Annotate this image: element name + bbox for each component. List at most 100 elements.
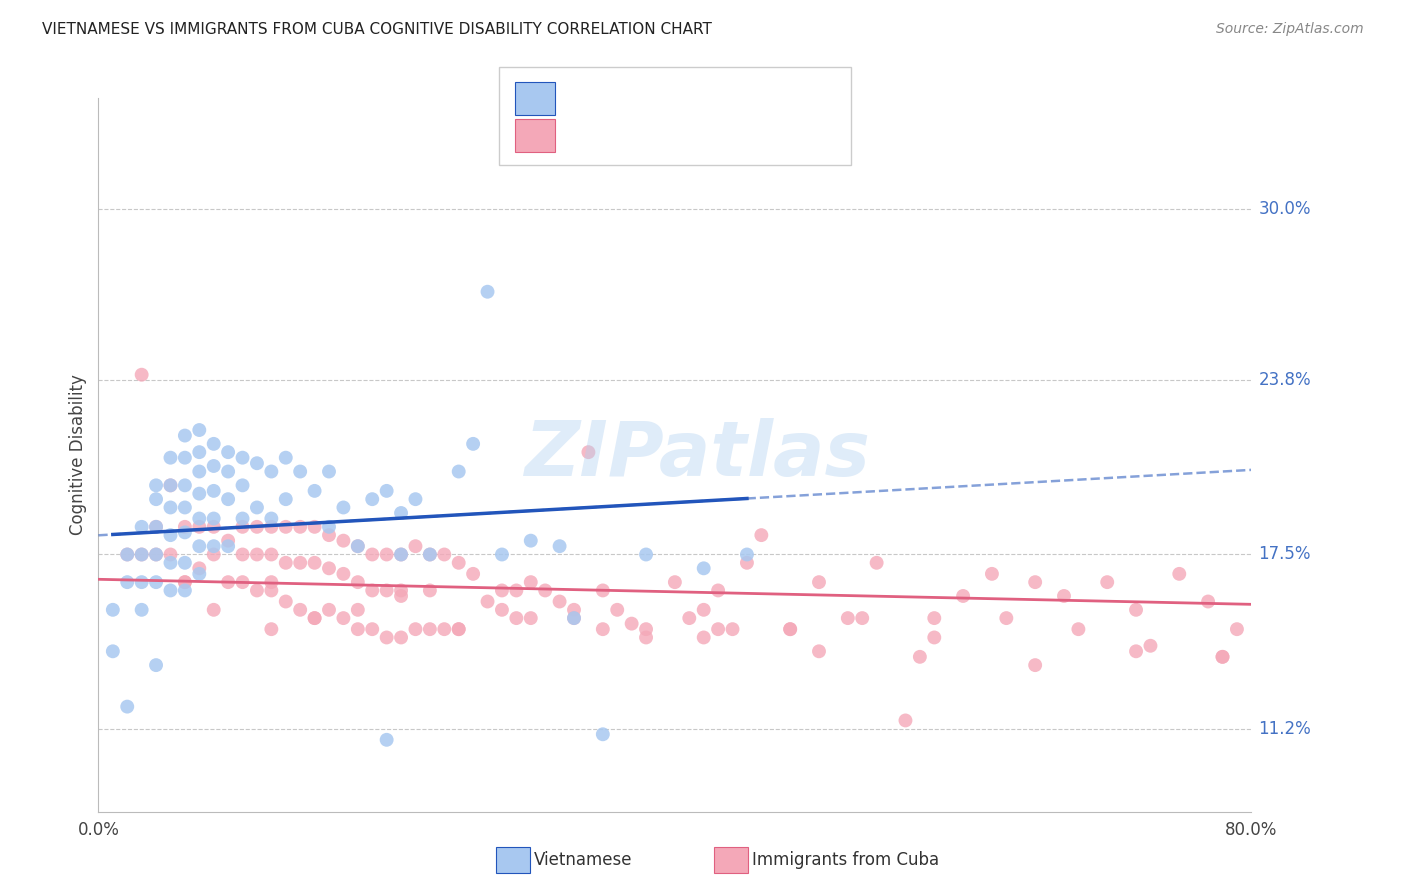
Text: Immigrants from Cuba: Immigrants from Cuba — [752, 851, 939, 869]
Point — [908, 649, 931, 664]
Point — [246, 583, 269, 598]
Point — [1226, 622, 1249, 636]
Point — [405, 622, 427, 636]
Point — [520, 533, 543, 548]
Point — [1139, 639, 1161, 653]
Point — [389, 631, 412, 645]
Point — [636, 631, 658, 645]
Point — [375, 483, 398, 498]
Point — [447, 622, 470, 636]
Point — [837, 611, 859, 625]
Point — [174, 556, 197, 570]
Point — [188, 486, 211, 500]
Point — [389, 583, 412, 598]
Point — [491, 548, 513, 562]
Point — [1125, 603, 1147, 617]
Point — [202, 548, 225, 562]
Point — [217, 533, 239, 548]
Point — [101, 644, 124, 658]
Point — [361, 583, 384, 598]
Point — [707, 622, 730, 636]
Point — [274, 492, 297, 507]
Point — [346, 539, 368, 553]
Point — [260, 583, 283, 598]
Point — [174, 575, 197, 590]
Point — [290, 556, 312, 570]
Point — [217, 575, 239, 590]
Point — [894, 714, 917, 728]
Point — [447, 465, 470, 479]
Point — [461, 566, 484, 581]
Point — [159, 450, 181, 465]
Point — [389, 548, 412, 562]
Point — [1024, 575, 1046, 590]
Point — [375, 583, 398, 598]
Point — [202, 603, 225, 617]
Point — [174, 575, 197, 590]
Point — [807, 575, 830, 590]
Point — [145, 492, 167, 507]
Point — [375, 732, 398, 747]
Point — [231, 450, 254, 465]
Point — [1053, 589, 1076, 603]
Point — [202, 520, 225, 534]
Point — [405, 539, 427, 553]
Point — [274, 450, 297, 465]
Point — [159, 548, 181, 562]
Point — [534, 583, 557, 598]
Point — [751, 528, 773, 542]
Point — [952, 589, 974, 603]
Point — [174, 478, 197, 492]
Point — [346, 575, 368, 590]
Point — [274, 556, 297, 570]
Point — [447, 556, 470, 570]
Point — [304, 611, 326, 625]
Point — [693, 603, 716, 617]
Point — [159, 500, 181, 515]
Point — [159, 583, 181, 598]
Point — [505, 583, 527, 598]
Point — [520, 611, 543, 625]
Point — [202, 539, 225, 553]
Point — [1197, 594, 1219, 608]
Point — [231, 548, 254, 562]
Point — [1125, 644, 1147, 658]
Point — [779, 622, 801, 636]
Point — [188, 539, 211, 553]
Point — [461, 437, 484, 451]
Point — [332, 533, 354, 548]
Text: 17.5%: 17.5% — [1258, 546, 1310, 564]
Point — [202, 437, 225, 451]
Point — [188, 465, 211, 479]
Point — [318, 465, 340, 479]
Point — [433, 622, 456, 636]
Point — [174, 428, 197, 442]
Point — [419, 622, 441, 636]
Point — [246, 456, 269, 470]
Point — [131, 548, 153, 562]
Point — [260, 575, 283, 590]
Point — [505, 611, 527, 625]
Point — [807, 644, 830, 658]
Point — [346, 622, 368, 636]
Point — [922, 631, 945, 645]
Point — [1097, 575, 1119, 590]
Point — [260, 622, 283, 636]
Point — [562, 611, 585, 625]
Point — [636, 548, 658, 562]
Point — [260, 548, 283, 562]
Point — [678, 611, 700, 625]
Point — [851, 611, 873, 625]
Point — [260, 520, 283, 534]
Point — [131, 368, 153, 382]
Point — [145, 548, 167, 562]
Point — [217, 492, 239, 507]
Point — [735, 556, 758, 570]
Point — [304, 611, 326, 625]
Text: R = -0.145   N = 123: R = -0.145 N = 123 — [564, 127, 738, 145]
Point — [592, 622, 614, 636]
Point — [117, 575, 138, 590]
Point — [101, 603, 124, 617]
Text: VIETNAMESE VS IMMIGRANTS FROM CUBA COGNITIVE DISABILITY CORRELATION CHART: VIETNAMESE VS IMMIGRANTS FROM CUBA COGNI… — [42, 22, 711, 37]
Point — [332, 500, 354, 515]
